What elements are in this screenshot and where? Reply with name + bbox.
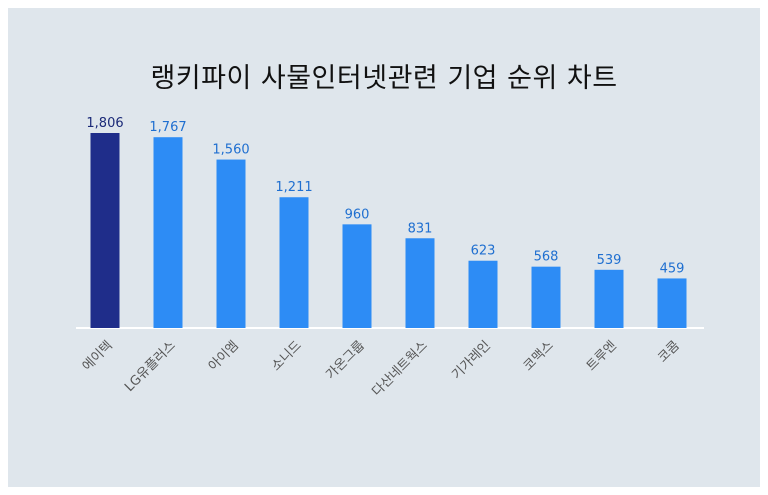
category-label: 아이엠 (206, 338, 242, 374)
bar-기가레인 (468, 260, 498, 328)
value-label: 623 (471, 244, 496, 259)
chart-panel: 랭키파이 사물인터넷관련 기업 순위 차트 1,806 1,767 1,560 1,2… (8, 8, 760, 487)
value-label: 539 (597, 253, 622, 268)
value-label: 831 (408, 221, 433, 236)
chart-title: 랭키파이 사물인터넷관련 기업 순위 차트 (150, 63, 618, 94)
value-label: 568 (534, 250, 559, 265)
category-label: 기가레인 (449, 338, 493, 382)
category-label: 트루엔 (584, 338, 620, 374)
bar-LG유플러스 (153, 137, 183, 328)
bar-코맥스 (531, 266, 561, 328)
value-label: 1,211 (275, 180, 312, 195)
category-label: 코맥스 (521, 338, 557, 374)
value-label: 459 (660, 261, 685, 276)
bar-가온그룹 (342, 224, 372, 328)
value-label: 1,806 (86, 116, 123, 131)
category-label: 코콤 (655, 338, 683, 366)
category-label: 소니드 (269, 338, 305, 374)
category-label: 다산네트웍스 (369, 338, 430, 399)
bar-코콤 (657, 278, 687, 328)
bar-아이엠 (216, 159, 246, 328)
bar-다산네트웍스 (405, 238, 435, 328)
category-label: 가온그룹 (323, 338, 367, 382)
category-label: 에이텍 (80, 338, 116, 374)
bar-chart: 1,806 1,767 1,560 1,211 960 831 623 568 539 459 에… (76, 116, 704, 400)
category-label: LG유플러스 (122, 338, 179, 395)
value-label: 960 (345, 207, 370, 222)
bar-에이텍 (90, 133, 120, 328)
bar-트루엔 (594, 269, 624, 328)
bar-소니드 (279, 197, 309, 328)
value-label: 1,767 (149, 120, 186, 135)
value-label: 1,560 (212, 143, 249, 158)
